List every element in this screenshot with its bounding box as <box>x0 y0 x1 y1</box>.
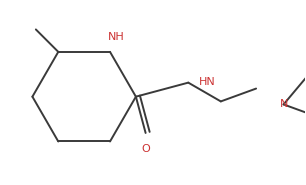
Text: O: O <box>141 144 150 154</box>
Text: N: N <box>279 99 288 109</box>
Text: HN: HN <box>199 77 216 87</box>
Text: NH: NH <box>108 32 125 42</box>
